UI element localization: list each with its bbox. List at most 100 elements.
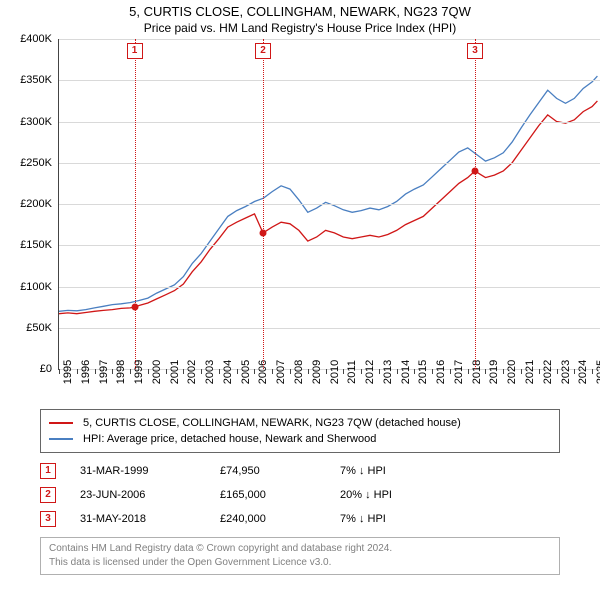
x-axis-label: 2014: [400, 360, 412, 384]
x-tick: [254, 369, 255, 374]
x-tick: [432, 369, 433, 374]
sale-vline: [263, 39, 264, 369]
x-axis-label: 1997: [98, 360, 110, 384]
x-axis-label: 2024: [577, 360, 589, 384]
sale-price: £240,000: [220, 513, 340, 525]
gridline: [59, 80, 600, 81]
y-axis-label: £150K: [0, 239, 52, 251]
x-tick: [521, 369, 522, 374]
sale-vline: [475, 39, 476, 369]
x-tick: [290, 369, 291, 374]
y-axis-label: £400K: [0, 33, 52, 45]
plot-area: 1995199619971998199920002001200220032004…: [58, 39, 600, 370]
x-axis-label: 2010: [329, 360, 341, 384]
x-axis-label: 2015: [417, 360, 429, 384]
x-tick: [59, 369, 60, 374]
chart: 1995199619971998199920002001200220032004…: [40, 39, 600, 399]
x-tick: [130, 369, 131, 374]
x-tick: [219, 369, 220, 374]
legend-swatch: [49, 422, 73, 424]
x-tick: [485, 369, 486, 374]
x-tick: [183, 369, 184, 374]
page-subtitle: Price paid vs. HM Land Registry's House …: [0, 19, 600, 39]
x-tick: [77, 369, 78, 374]
x-axis-label: 2001: [169, 360, 181, 384]
x-tick: [574, 369, 575, 374]
sale-number-box: 3: [40, 511, 56, 527]
sale-delta: 7% ↓ HPI: [340, 513, 560, 525]
x-tick: [326, 369, 327, 374]
x-axis-label: 2019: [488, 360, 500, 384]
x-tick: [503, 369, 504, 374]
legend-label: 5, CURTIS CLOSE, COLLINGHAM, NEWARK, NG2…: [83, 415, 461, 431]
y-axis-label: £300K: [0, 116, 52, 128]
y-axis-label: £250K: [0, 157, 52, 169]
sale-delta: 7% ↓ HPI: [340, 465, 560, 477]
gridline: [59, 163, 600, 164]
sale-date: 23-JUN-2006: [80, 489, 220, 501]
sale-row: 3 31-MAY-2018£240,0007% ↓ HPI: [40, 507, 560, 531]
sale-row: 131-MAR-1999£74,9507% ↓ HPI: [40, 459, 560, 483]
series-price_paid: [59, 101, 597, 314]
legend-swatch: [49, 438, 73, 440]
x-tick: [95, 369, 96, 374]
x-axis-label: 2021: [524, 360, 536, 384]
sale-delta: 20% ↓ HPI: [340, 489, 560, 501]
attribution-line1: Contains HM Land Registry data © Crown c…: [49, 542, 551, 556]
x-tick: [539, 369, 540, 374]
sale-date: 31-MAY-2018: [80, 513, 220, 525]
sale-marker: 2: [255, 43, 271, 59]
page-title: 5, CURTIS CLOSE, COLLINGHAM, NEWARK, NG2…: [0, 0, 600, 19]
x-axis-label: 2018: [471, 360, 483, 384]
sale-dot: [131, 304, 138, 311]
page: 5, CURTIS CLOSE, COLLINGHAM, NEWARK, NG2…: [0, 0, 600, 590]
y-axis-label: £350K: [0, 74, 52, 86]
x-tick: [148, 369, 149, 374]
x-axis-label: 2005: [240, 360, 252, 384]
y-axis-label: £50K: [0, 322, 52, 334]
x-tick: [343, 369, 344, 374]
gridline: [59, 39, 600, 40]
sales-list: 131-MAR-1999£74,9507% ↓ HPI223-JUN-2006£…: [40, 459, 560, 531]
sale-number-box: 2: [40, 487, 56, 503]
y-axis-label: £0: [0, 363, 52, 375]
x-axis-label: 2007: [275, 360, 287, 384]
x-tick: [166, 369, 167, 374]
x-axis-label: 1998: [115, 360, 127, 384]
sale-dot: [260, 229, 267, 236]
x-tick: [379, 369, 380, 374]
legend-row: 5, CURTIS CLOSE, COLLINGHAM, NEWARK, NG2…: [49, 415, 551, 431]
x-axis-label: 2004: [222, 360, 234, 384]
sale-price: £165,000: [220, 489, 340, 501]
x-axis-label: 2022: [542, 360, 554, 384]
sale-marker: 1: [127, 43, 143, 59]
sale-dot: [472, 168, 479, 175]
x-tick: [308, 369, 309, 374]
x-tick: [201, 369, 202, 374]
sale-date: 31-MAR-1999: [80, 465, 220, 477]
attribution-line2: This data is licensed under the Open Gov…: [49, 556, 551, 570]
sale-vline: [135, 39, 136, 369]
x-axis-label: 2017: [453, 360, 465, 384]
x-axis-label: 2013: [382, 360, 394, 384]
sale-number-box: 1: [40, 463, 56, 479]
x-axis-label: 1996: [80, 360, 92, 384]
x-axis-label: 2011: [346, 360, 358, 384]
gridline: [59, 245, 600, 246]
x-axis-label: 2012: [364, 360, 376, 384]
gridline: [59, 122, 600, 123]
x-tick: [468, 369, 469, 374]
legend-row: HPI: Average price, detached house, Newa…: [49, 431, 551, 447]
gridline: [59, 287, 600, 288]
sale-marker: 3: [467, 43, 483, 59]
series-hpi: [59, 76, 597, 311]
x-tick: [237, 369, 238, 374]
x-tick: [450, 369, 451, 374]
x-tick: [112, 369, 113, 374]
sale-row: 2 23-JUN-2006£165,00020% ↓ HPI: [40, 483, 560, 507]
x-axis-label: 2009: [311, 360, 323, 384]
attribution: Contains HM Land Registry data © Crown c…: [40, 537, 560, 575]
x-axis-label: 2025: [595, 360, 600, 384]
x-axis-label: 2023: [560, 360, 572, 384]
x-axis-label: 2020: [506, 360, 518, 384]
